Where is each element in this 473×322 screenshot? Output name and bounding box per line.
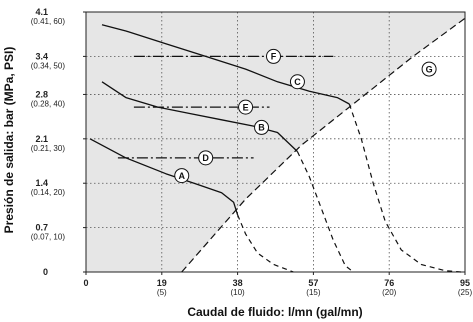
y-tick-label: 2.1 <box>35 134 48 144</box>
callout-label-g: G <box>426 64 433 74</box>
callouts-layer: A B C D E F G <box>174 48 437 184</box>
x-tick-sublabel: (5) <box>157 288 167 297</box>
ticks-layer: 0 19(5) 38(10) 57(15) 76(20) 95(25) 0 0.7(0.07,… <box>31 7 473 297</box>
x-axis-title: Caudal de fluido: l/mn (gal/mn) <box>187 305 362 319</box>
x-tick-sublabel: (15) <box>306 288 321 297</box>
y-tick-label: 0 <box>43 267 48 277</box>
x-tick-label: 38 <box>233 278 243 288</box>
y-tick-sublabel: (0.41, 60) <box>31 17 66 26</box>
y-tick-label: 3.4 <box>35 51 48 61</box>
y-tick-label: 0.7 <box>35 223 48 233</box>
y-axis-title: Presión de salida: bar (MPa, PSI) <box>2 47 16 234</box>
y-tick-label: 4.1 <box>35 7 48 17</box>
plot-frame-layer <box>85 11 466 273</box>
callout-label-e: E <box>243 102 249 112</box>
y-tick-label: 1.4 <box>35 178 48 188</box>
plot-frame <box>85 11 466 273</box>
callout-label-d: D <box>202 153 209 163</box>
callout-circle-c <box>289 74 305 90</box>
x-tick-label: 0 <box>83 278 88 288</box>
callout-circle-b <box>254 119 270 135</box>
series-layer <box>89 17 466 273</box>
callout-label-f: F <box>271 52 277 62</box>
callout-circle-a <box>174 168 190 184</box>
curve-a-dashed <box>237 214 294 273</box>
callout-label-a: A <box>178 171 185 181</box>
curve-c-solid <box>101 24 350 105</box>
y-tick-label: 2.8 <box>35 89 48 99</box>
y-tick-sublabel: (0.14, 20) <box>31 188 66 197</box>
x-tick-sublabel: (10) <box>230 288 245 297</box>
x-tick-sublabel: (25) <box>458 288 473 297</box>
x-tick-label: 76 <box>384 278 394 288</box>
curve-b-dashed <box>296 151 354 273</box>
y-tick-sublabel: (0.21, 30) <box>31 144 66 153</box>
callout-circle-f <box>266 48 282 64</box>
x-tick-label: 95 <box>460 278 470 288</box>
callout-circle-g <box>421 61 437 77</box>
curve-b-solid <box>101 81 298 152</box>
callout-label-c: C <box>294 77 301 87</box>
operating-region-shade <box>86 12 465 272</box>
callout-label-b: B <box>258 123 265 133</box>
callout-circle-e <box>238 99 254 115</box>
y-tick-sublabel: (0.07, 10) <box>31 233 66 242</box>
y-tick-sublabel: (0.28, 40) <box>31 99 66 108</box>
x-tick-label: 57 <box>308 278 318 288</box>
x-tick-label: 19 <box>157 278 167 288</box>
callout-circle-d <box>198 150 214 166</box>
x-tick-sublabel: (20) <box>382 288 397 297</box>
curve-c-dashed <box>348 103 462 273</box>
boundary-g-dashed <box>181 17 466 273</box>
y-tick-sublabel: (0.34, 50) <box>31 61 66 70</box>
background-layer <box>86 12 465 272</box>
